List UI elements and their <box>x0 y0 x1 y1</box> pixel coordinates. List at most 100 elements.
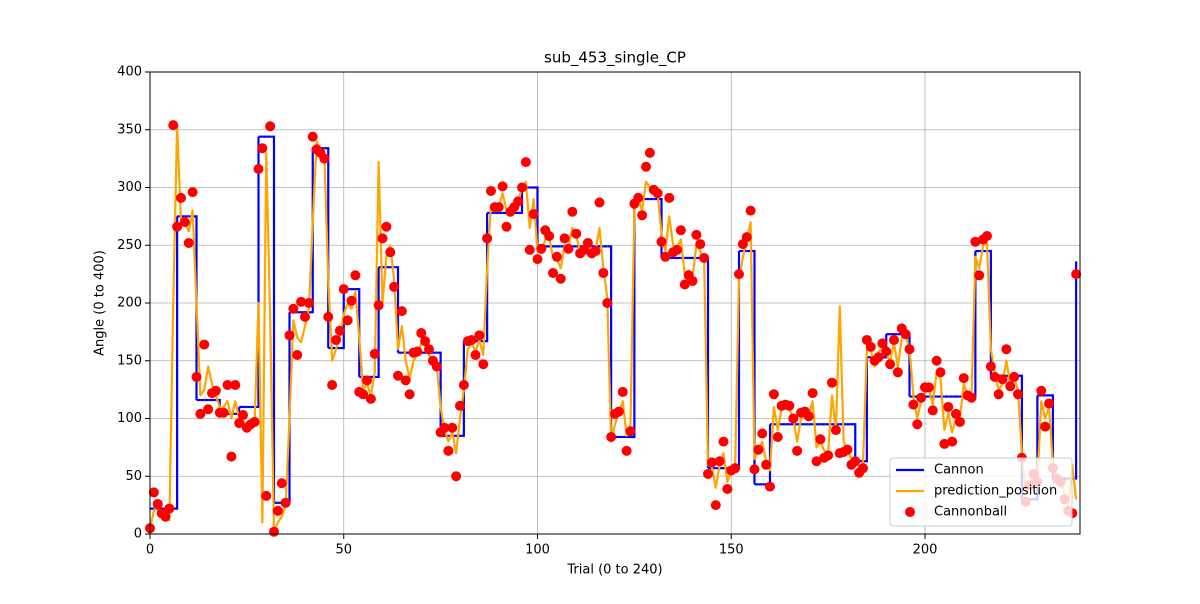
cannonball-point <box>1009 371 1020 382</box>
legend-label: prediction_position <box>934 484 1057 499</box>
cannonball-point <box>176 192 186 203</box>
cannonball-point <box>606 431 617 442</box>
cannonball-point <box>404 389 415 400</box>
cannon-step <box>851 423 857 462</box>
y-tick-label: 100 <box>117 411 142 426</box>
cannonball-point <box>458 380 469 391</box>
cannonball-point <box>470 349 481 360</box>
x-tick-label: 100 <box>525 543 550 558</box>
cannonball-point <box>1071 269 1082 280</box>
cannonball-point <box>377 233 388 244</box>
cannonball-point <box>943 401 954 412</box>
cannonball-point <box>168 120 179 131</box>
cannonball-point <box>520 157 531 168</box>
legend-label: Cannonball <box>934 505 1007 520</box>
cannonball-point <box>528 209 539 220</box>
cannonball-point <box>765 481 775 492</box>
cannonball-point <box>997 374 1008 385</box>
cannonball-point <box>699 252 710 263</box>
cannonball-point <box>974 270 985 281</box>
cannonball-point <box>741 232 752 243</box>
cannonball-point <box>369 348 380 359</box>
legend-box <box>889 457 1073 527</box>
cannonball-point <box>900 329 911 340</box>
cannonball-point <box>303 298 314 308</box>
cannonball-point <box>513 196 524 207</box>
cannonball-point <box>1040 421 1051 432</box>
cannonball-point <box>966 392 977 403</box>
y-tick-label: 50 <box>125 469 142 484</box>
cannonball-point <box>179 217 190 228</box>
cannonball-point <box>393 370 403 381</box>
cannonball-point <box>331 334 341 345</box>
cannonball-point <box>1001 344 1012 355</box>
cannonball-point <box>493 202 504 213</box>
cannonball-point <box>210 385 221 396</box>
cannonball-point <box>381 221 392 232</box>
cannonball-point <box>416 328 427 339</box>
cannon-step <box>630 199 636 439</box>
cannonball-point <box>551 251 562 262</box>
y-tick-label: 200 <box>117 296 142 311</box>
cannonball-point <box>788 413 799 424</box>
cannonball-point <box>559 233 570 244</box>
cannonball-point <box>1005 381 1016 392</box>
cannonball-point <box>830 425 841 436</box>
cannonball-point <box>850 456 861 467</box>
cannonball-point <box>811 456 822 467</box>
cannonball-point <box>164 503 175 514</box>
cannonball-point <box>389 281 400 292</box>
cannonball-point <box>908 399 919 410</box>
cannonball-point <box>931 355 942 366</box>
cannonball-point <box>222 380 233 391</box>
cannonball-point <box>923 382 934 393</box>
cannonball-point <box>985 361 996 372</box>
cannonball-point <box>261 490 272 501</box>
cannonball-point <box>598 267 609 278</box>
cannonball-point <box>695 239 706 250</box>
cannonball-point <box>439 422 450 433</box>
cannonball-point <box>656 236 667 247</box>
cannonball-point <box>865 341 876 352</box>
cannonball-point <box>625 426 636 437</box>
cannonball-point <box>792 445 803 456</box>
cannonball-point <box>183 237 194 248</box>
cannonball-point <box>827 377 837 388</box>
cannonball-point <box>784 400 795 411</box>
cannonball-point <box>571 228 582 239</box>
y-tick-label: 300 <box>117 180 142 195</box>
cannonball-point <box>768 389 779 400</box>
cannonball-point <box>486 185 496 196</box>
cannonball-point <box>160 511 171 522</box>
cannonball-point <box>292 349 303 360</box>
cannonball-point <box>172 221 183 232</box>
cannonball-point <box>334 325 345 336</box>
cannonball-point <box>621 445 632 456</box>
y-axis-label: Angle (0 to 400) <box>93 250 108 356</box>
cannonball-point <box>501 221 512 232</box>
cannonball-point <box>881 346 892 357</box>
cannonball-point <box>892 367 903 378</box>
cannonball-point <box>296 296 307 307</box>
cannonball-point <box>947 436 958 447</box>
cannonball-point <box>679 279 690 290</box>
cannonball-point <box>954 416 965 427</box>
y-tick-label: 150 <box>117 353 142 368</box>
cannonball-point <box>265 121 276 132</box>
legend-label: Cannon <box>934 463 984 478</box>
cannonball-point <box>191 371 202 382</box>
cannonball-point <box>718 436 729 447</box>
cannonball-point <box>307 131 318 142</box>
cannonball-point <box>532 254 543 265</box>
cannonball-point <box>280 497 291 508</box>
cannonball-point <box>633 192 644 203</box>
x-axis-label: Trial (0 to 240) <box>566 563 662 578</box>
cannonball-point <box>455 400 465 411</box>
y-tick-label: 350 <box>117 122 142 137</box>
cannonball-point <box>350 270 361 281</box>
cannonball-point <box>970 236 981 247</box>
cannonball-point <box>497 181 508 192</box>
cannon-step <box>863 357 868 463</box>
cannonball-point <box>396 306 407 317</box>
